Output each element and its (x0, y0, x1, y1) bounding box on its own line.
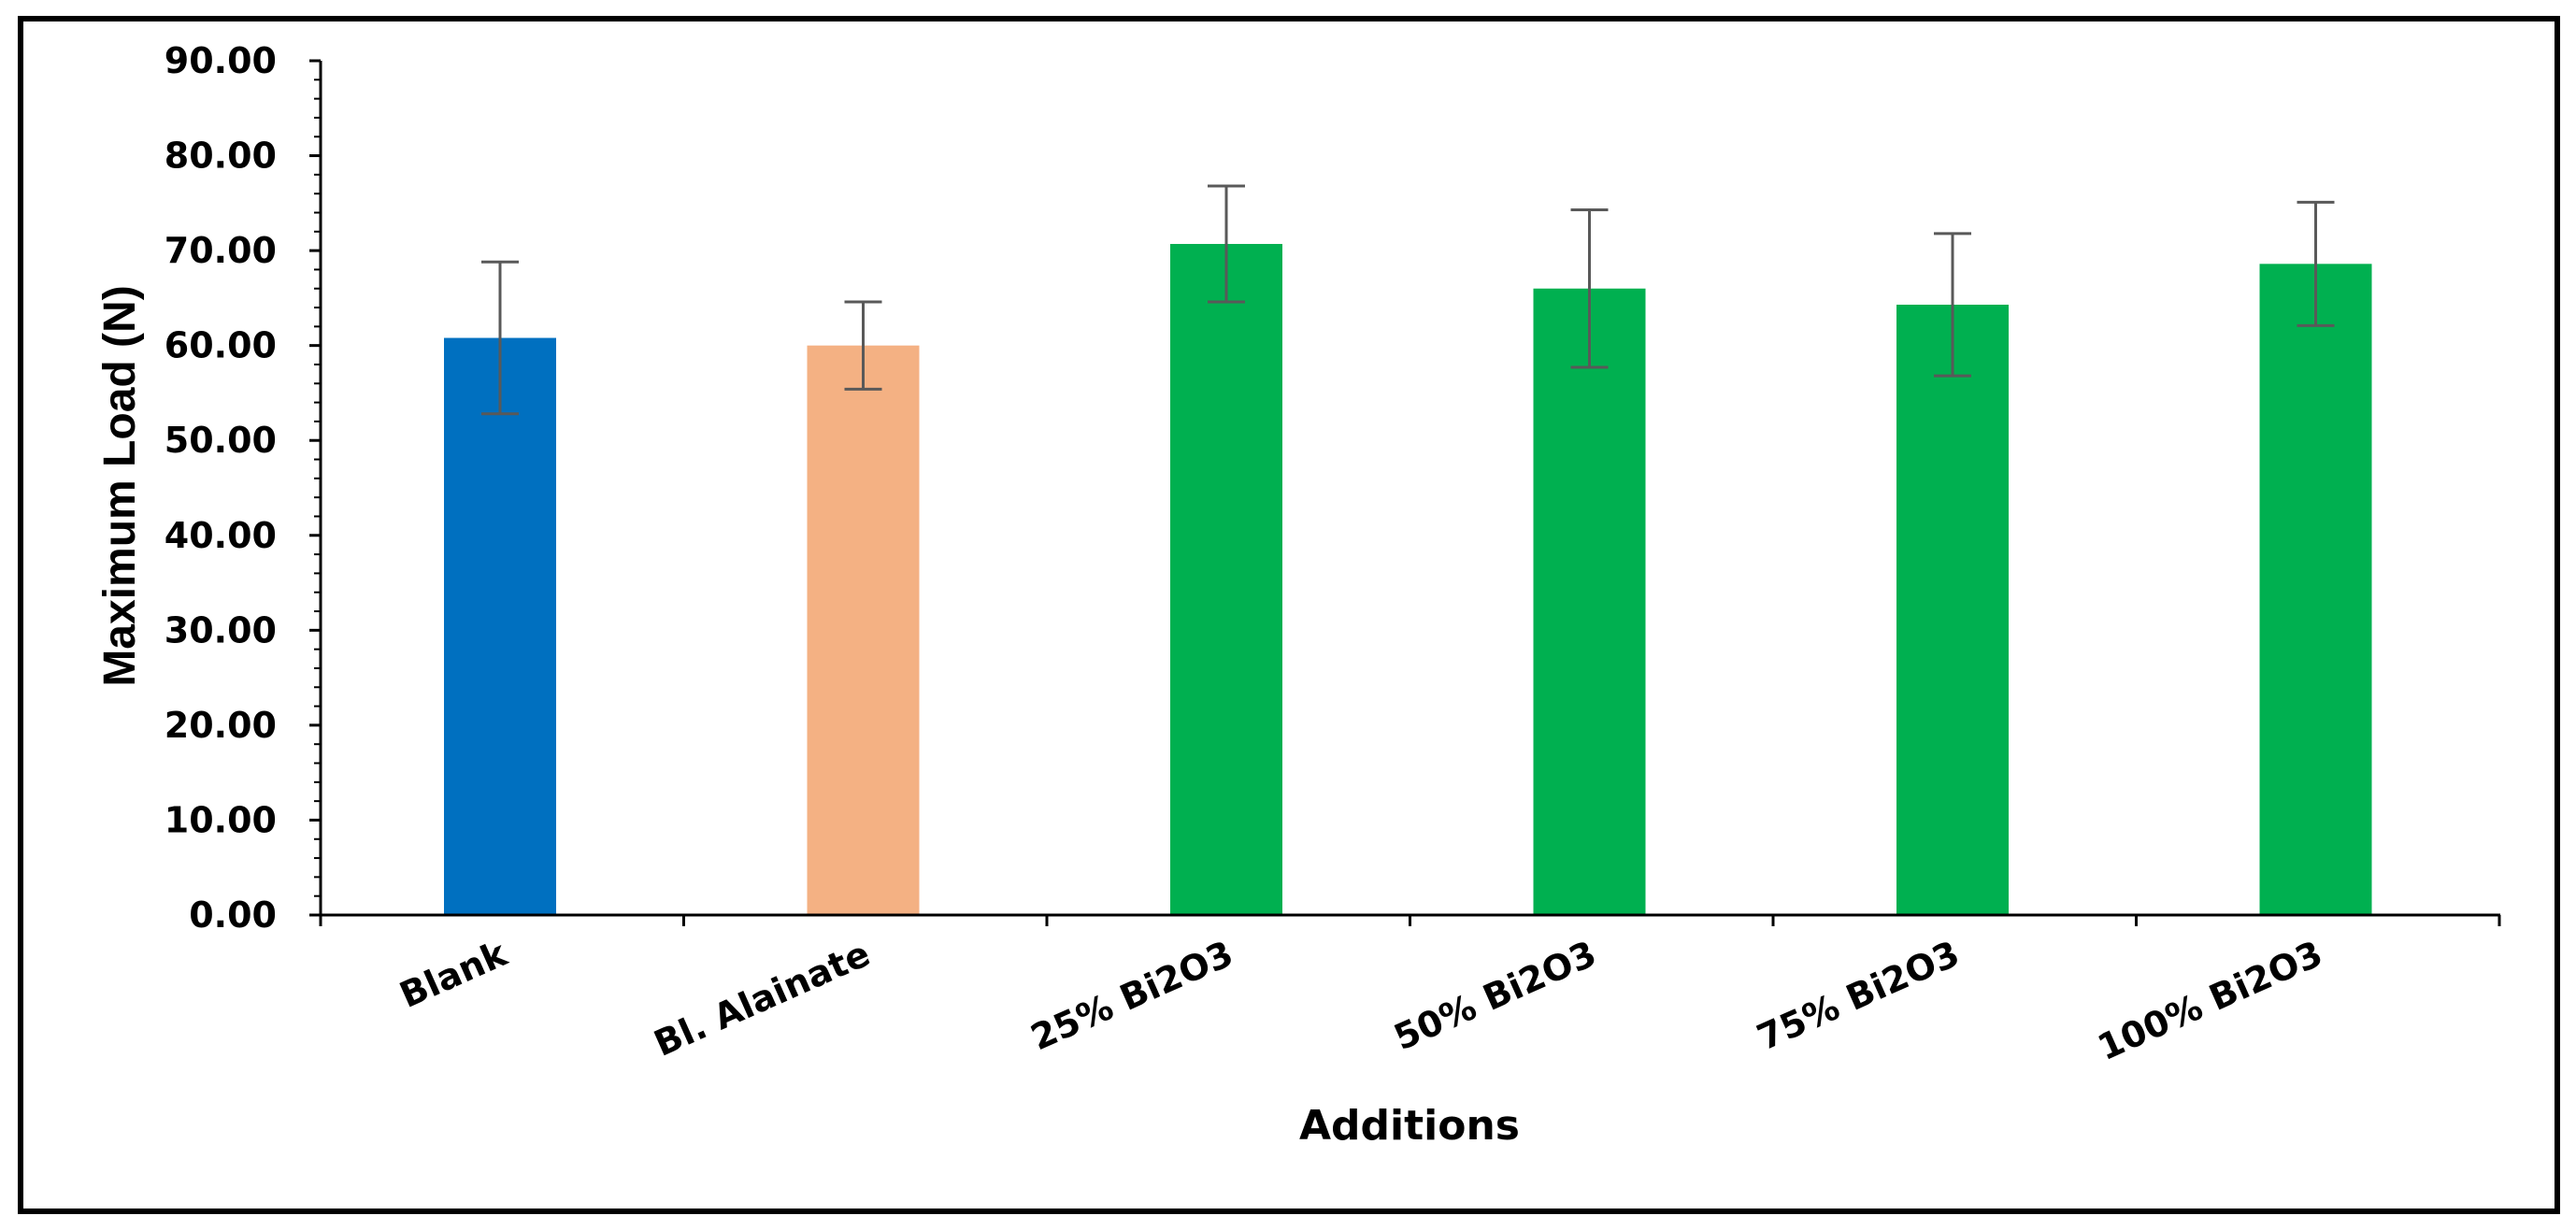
chart-border (18, 16, 2560, 1214)
y-axis-title: Maximum Load (N) (95, 285, 145, 686)
error-bar-1 (844, 300, 882, 391)
x-axis-title: Additions (1299, 1102, 1520, 1150)
y-ticks-group (309, 59, 321, 917)
y-tick-label: 80.00 (165, 136, 277, 177)
y-tick-label: 90.00 (165, 40, 277, 81)
y-tick-label: 50.00 (165, 420, 277, 461)
y-tick-label: 20.00 (165, 705, 277, 746)
y-tick-label: 40.00 (165, 515, 277, 556)
bars-group (444, 244, 2372, 916)
bar-2 (1170, 244, 1282, 916)
bar-0 (444, 337, 556, 915)
y-tick-label: 70.00 (165, 230, 277, 271)
bar-5 (2259, 264, 2372, 916)
error-bars-group (481, 184, 2335, 416)
y-tick-label: 30.00 (165, 609, 277, 651)
bar-3 (1533, 288, 1646, 915)
y-tick-label: 10.00 (165, 799, 277, 840)
bar-4 (1896, 304, 2009, 915)
error-bar-5 (2297, 200, 2335, 327)
error-bar-0 (481, 260, 519, 416)
x-ticks-group (319, 915, 2501, 926)
error-bar-2 (1208, 184, 1245, 304)
y-tick-labels-group: 0.00 10.00 20.00 30.00 40.00 50.00 60.00 70.00 8… (165, 40, 277, 936)
error-bar-3 (1570, 207, 1609, 369)
y-tick-label: 0.00 (189, 894, 277, 936)
bar-1 (807, 345, 920, 916)
y-tick-label: 60.00 (165, 325, 277, 366)
error-bar-4 (1934, 232, 1971, 378)
